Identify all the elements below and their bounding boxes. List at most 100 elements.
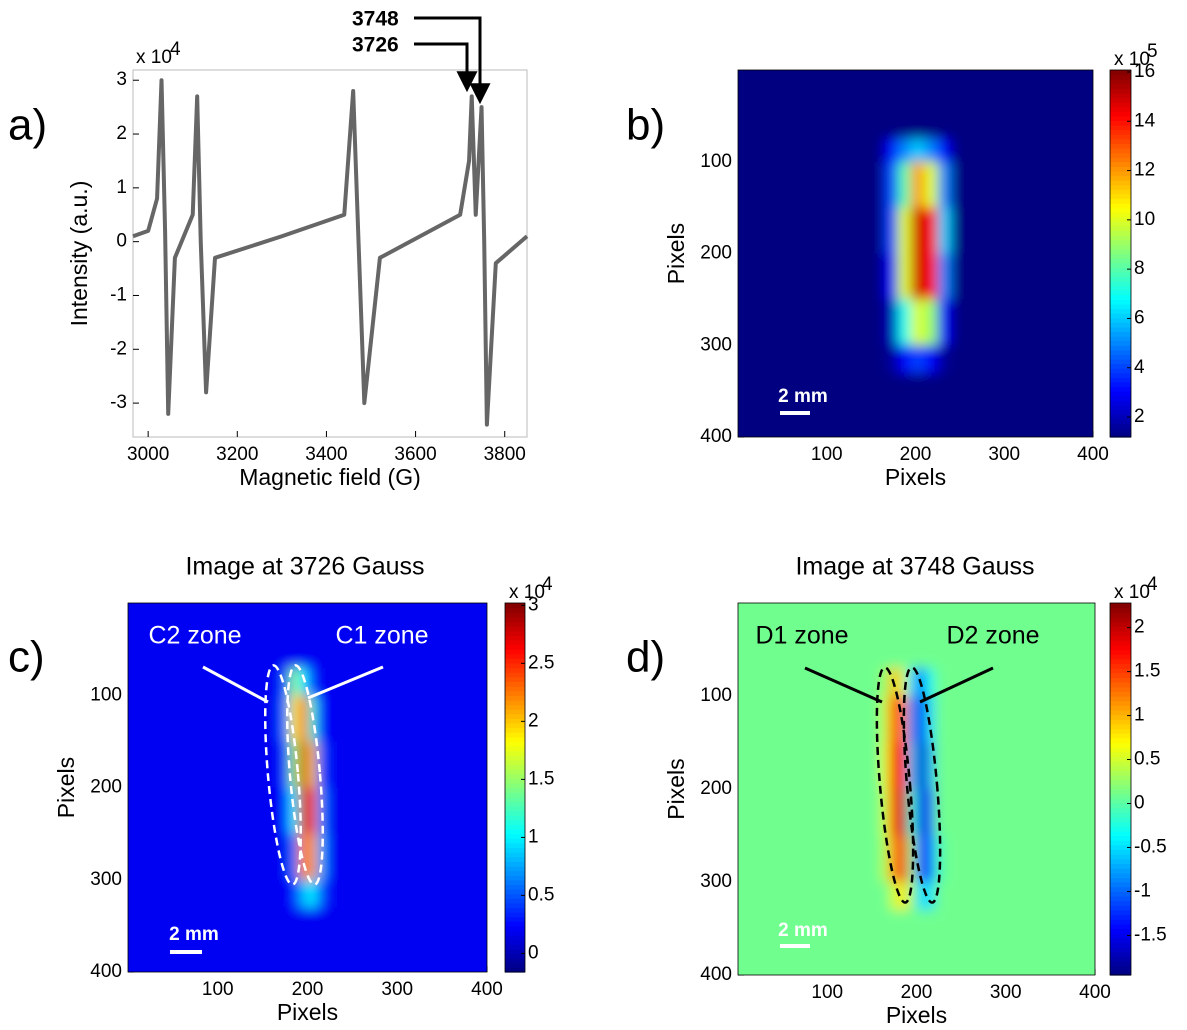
y-axis-label: Pixels <box>663 758 689 819</box>
heatmap-cell <box>937 161 952 209</box>
panel-label: c) <box>8 633 45 682</box>
heatmap-cell <box>738 345 885 374</box>
heatmap-cell <box>884 345 899 374</box>
colorbar-slice <box>505 787 525 793</box>
colorbar-tick-label: 16 <box>1134 61 1155 82</box>
colorbar-slice <box>505 644 525 650</box>
colorbar-slice <box>1110 663 1131 669</box>
heatmap-cell <box>898 696 909 743</box>
y-tick-label: 200 <box>700 778 732 799</box>
colorbar-slice <box>1110 102 1131 108</box>
colorbar-slice <box>1110 88 1131 94</box>
colorbar-slice <box>1110 294 1131 300</box>
colorbar-slice <box>1110 784 1131 790</box>
colorbar-slice <box>1110 816 1131 823</box>
x-tick-label: 300 <box>990 982 1022 1003</box>
x-tick-label: 3600 <box>394 444 436 465</box>
heatmap-cell <box>128 603 282 669</box>
heatmap-cell <box>880 789 891 836</box>
colorbar-slice <box>1110 225 1131 232</box>
heatmap-cell <box>925 909 935 975</box>
heatmap-cell <box>280 787 291 835</box>
y-tick-label: 300 <box>700 334 732 355</box>
heatmap-cell <box>934 603 944 669</box>
colorbar-slice <box>505 796 525 802</box>
heatmap-cell <box>298 603 308 669</box>
colorbar-multiplier: x 10 <box>1114 49 1150 70</box>
x-tick-label: 100 <box>202 979 234 1000</box>
heatmap-cell <box>951 161 1093 209</box>
colorbar-slice <box>1110 432 1131 438</box>
colorbar-slice <box>1110 368 1131 374</box>
heatmap-cell <box>911 161 925 209</box>
heatmap-cells <box>738 70 1093 437</box>
colorbar-slice <box>1110 359 1131 365</box>
heatmap-cell <box>897 345 912 374</box>
colorbar-slice <box>1110 212 1131 218</box>
heatmap-cell <box>316 741 326 788</box>
heatmap-cell <box>738 909 882 975</box>
colorbar-slice <box>1110 267 1131 273</box>
colorbar-slice <box>1110 409 1131 415</box>
colorbar-slice <box>1110 756 1131 762</box>
zones: C2 zone C1 zone <box>148 622 429 886</box>
colorbar-slice <box>505 736 525 742</box>
zone-label: D2 zone <box>946 622 1039 650</box>
scale-bar-label: 2 mm <box>169 924 219 945</box>
x-tick-label: 100 <box>811 982 843 1003</box>
y-axis-label: Intensity (a.u.) <box>66 181 92 327</box>
colorbar-slice <box>1110 928 1131 934</box>
colorbar-slice <box>505 944 525 950</box>
heatmap-cell <box>937 299 952 346</box>
zone-pointer <box>919 666 994 704</box>
colorbar-slice <box>1110 737 1131 744</box>
colorbar-slice <box>1110 775 1131 781</box>
heatmap-cell <box>951 138 1093 163</box>
colorbar-slice <box>1110 682 1131 688</box>
heatmap-cell <box>307 907 317 972</box>
heatmap-cell <box>884 207 899 254</box>
heatmap-cell <box>897 161 912 209</box>
heatmap-cell <box>884 70 899 140</box>
colorbar-slice <box>1110 905 1131 911</box>
colorbar-slice <box>1110 303 1131 310</box>
colorbar-frame <box>504 602 526 973</box>
colorbar-slice <box>505 801 525 807</box>
colorbar-slice <box>1110 193 1131 200</box>
zone-label: C2 zone <box>148 622 241 650</box>
colorbar-slice <box>505 870 525 876</box>
heatmap-cell <box>889 696 900 743</box>
colorbar-slice <box>505 824 525 830</box>
x-tick-label: 400 <box>1077 444 1109 465</box>
heatmap-cell <box>325 787 487 835</box>
colorbar-slice <box>505 967 525 973</box>
colorbar-slice <box>505 838 525 844</box>
heatmap <box>738 70 1093 437</box>
colorbar-slice <box>505 939 525 945</box>
colorbar-slice <box>1110 789 1131 795</box>
heatmap-cell <box>316 667 326 696</box>
colorbar-tick-label: 12 <box>1134 160 1155 181</box>
colorbar-slice <box>1110 882 1131 888</box>
colorbar-slice <box>1110 166 1131 172</box>
colorbar-exponent: 4 <box>1147 574 1158 595</box>
heatmap-cell <box>307 833 317 881</box>
heatmap-cell <box>880 742 891 790</box>
y-tick-label: 400 <box>90 961 122 982</box>
heatmap-cell <box>316 907 326 972</box>
colorbar-slice <box>505 667 525 673</box>
colorbar-slice <box>1110 97 1131 103</box>
colorbar-slice <box>1110 120 1131 126</box>
colorbar-tick-label: 2.5 <box>528 652 554 673</box>
colorbar-slice <box>505 755 525 761</box>
heatmap-cell <box>911 299 925 346</box>
heatmap-cell <box>880 835 891 883</box>
colorbar-slice <box>1110 271 1131 278</box>
colorbar-tick-label: -1 <box>1134 880 1151 901</box>
heatmap-cell <box>738 253 885 300</box>
heatmap-cell <box>325 741 487 788</box>
colorbar-slice <box>505 635 525 641</box>
colorbar-tick-label: 4 <box>1134 357 1145 378</box>
colorbar-slice <box>505 621 525 627</box>
x-axis-label: Pixels <box>886 1002 947 1028</box>
